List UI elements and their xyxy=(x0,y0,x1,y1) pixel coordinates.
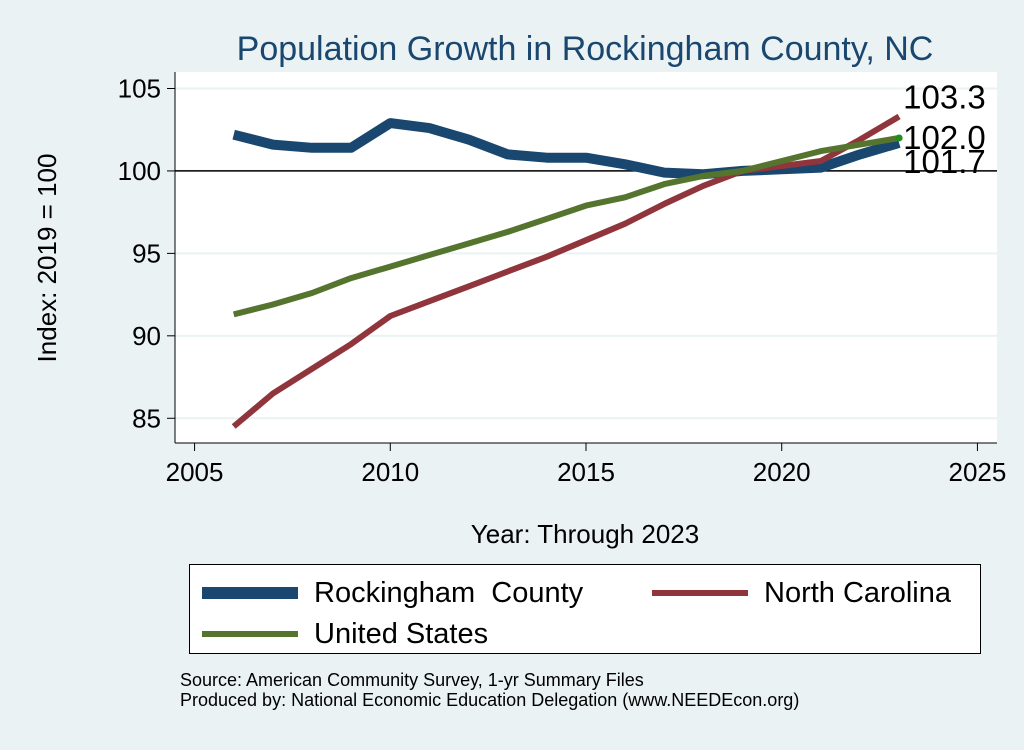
legend-swatch-north-carolina xyxy=(652,590,748,596)
end-value-label: 102.0 xyxy=(903,119,986,156)
legend-item-rockingham: Rockingham County xyxy=(202,575,583,611)
x-tick-label: 2015 xyxy=(557,457,615,487)
x-axis-title: Year: Through 2023 xyxy=(471,519,699,549)
axis-layer: 85 90 95 100 105 2005 2010 2015 2020 2025 xyxy=(118,72,1007,487)
x-tick-label: 2020 xyxy=(753,457,811,487)
end-value-label: 103.3 xyxy=(903,79,986,116)
chart-title: Population Growth in Rockingham County, … xyxy=(237,30,934,68)
end-point-marker xyxy=(895,134,903,142)
x-tick-label: 2010 xyxy=(361,457,419,487)
x-tick-label: 2025 xyxy=(949,457,1007,487)
y-tick-label: 100 xyxy=(118,156,161,186)
grid-layer xyxy=(175,87,997,420)
end-value-label: 101.7 xyxy=(903,143,986,180)
legend-label-united-states: United States xyxy=(314,617,489,650)
series-line xyxy=(232,135,900,318)
series-layer xyxy=(231,113,903,429)
y-tick-label: 105 xyxy=(118,73,161,103)
series-line xyxy=(232,118,901,180)
y-tick-label: 95 xyxy=(132,238,161,268)
producer-line: Produced by: National Economic Education… xyxy=(180,690,800,710)
legend-swatch-united-states xyxy=(202,631,298,637)
y-tick-label: 85 xyxy=(132,403,161,433)
source-note: Source: American Community Survey, 1-yr … xyxy=(180,670,799,710)
legend-label-rockingham: Rockingham County xyxy=(314,576,584,609)
legend-label-north-carolina: North Carolina xyxy=(764,576,951,609)
legend: Rockingham County North Carolina United … xyxy=(189,564,981,654)
y-axis-title: Index: 2019 = 100 xyxy=(32,154,62,363)
source-line: Source: American Community Survey, 1-yr … xyxy=(180,670,644,690)
plot-area xyxy=(175,72,997,443)
legend-swatch-rockingham xyxy=(202,587,298,599)
series-line xyxy=(231,113,901,429)
x-tick-label: 2005 xyxy=(166,457,224,487)
legend-item-north-carolina: North Carolina xyxy=(652,575,951,611)
y-tick-label: 90 xyxy=(132,321,161,351)
legend-item-united-states: United States xyxy=(202,616,488,652)
